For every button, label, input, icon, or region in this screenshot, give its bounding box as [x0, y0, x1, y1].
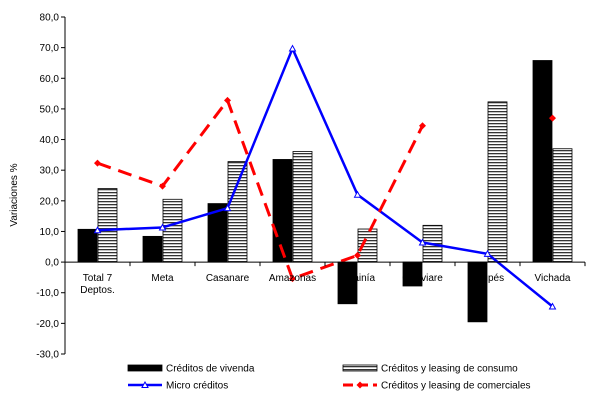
- point-comerciales: [549, 114, 556, 122]
- x-tick-label: Guaviare: [402, 273, 443, 284]
- bar-consumo: [97, 188, 118, 263]
- x-axis: Total 7 Deptos. Meta Casanare Amazonas Guainí…: [80, 273, 571, 296]
- legend-label: Créditos y leasing de consumo: [381, 364, 518, 375]
- series-line-comerciales: [97, 98, 424, 281]
- y-tick-label: 0,0: [45, 258, 59, 269]
- bar-consumo: [552, 148, 573, 263]
- x-tick-label: Vaupés: [471, 273, 504, 284]
- x-tick-label: Meta: [151, 273, 174, 284]
- bar-consumo: [292, 151, 313, 263]
- legend-label: Micro créditos: [166, 381, 228, 392]
- x-tick-label: Vichada: [535, 273, 571, 284]
- point-micro: [483, 249, 492, 257]
- y-tick-label: 40,0: [40, 135, 60, 146]
- point-comerciales: [224, 96, 231, 104]
- point-micro: [353, 190, 362, 198]
- legend-marker: [356, 381, 364, 389]
- x-tick-label: Casanare: [206, 273, 250, 284]
- point-comerciales: [94, 159, 101, 167]
- axes: [64, 17, 586, 354]
- bar-consumo: [487, 101, 508, 263]
- y-axis-title: Variaciones %: [9, 163, 20, 226]
- x-tick-label: Guainía: [340, 273, 375, 284]
- legend-label: Créditos y leasing de comerciales: [381, 381, 531, 392]
- bar-vivienda: [77, 228, 98, 263]
- y-axis: -30,0 -20,0 -10,0 0,0 10,0 20,0 30,0 40,0 50,0 60…: [36, 13, 65, 361]
- y-tick-label: 80,0: [40, 13, 60, 24]
- point-comerciales: [354, 251, 361, 259]
- point-comerciales: [419, 122, 426, 130]
- bar-vivienda: [272, 159, 293, 263]
- legend-label: Créditos de vivenda: [166, 364, 255, 375]
- x-tick-label: Amazonas: [269, 273, 316, 284]
- series-line-micro: [97, 47, 554, 308]
- legend: Créditos de vivenda Créditos y leasing de…: [127, 364, 531, 392]
- bar-consumo: [227, 161, 248, 263]
- x-tick-label: Total 7 Deptos.: [80, 273, 114, 296]
- y-tick-label: 60,0: [40, 74, 60, 85]
- point-micro: [548, 302, 557, 310]
- y-tick-label: 70,0: [40, 43, 60, 54]
- bar-vivienda: [532, 60, 553, 263]
- point-micro: [223, 204, 232, 212]
- point-micro: [158, 223, 167, 231]
- point-micro: [418, 238, 427, 246]
- legend-swatch: [127, 364, 163, 372]
- bar-consumo: [162, 198, 183, 263]
- point-micro: [288, 44, 297, 52]
- y-tick-label: 50,0: [40, 104, 60, 115]
- point-comerciales: [159, 182, 166, 190]
- legend-swatch: [342, 364, 378, 372]
- y-tick-label: -20,0: [36, 319, 59, 330]
- point-comerciales: [289, 275, 296, 283]
- bars: [77, 60, 573, 323]
- y-tick-label: -30,0: [36, 350, 59, 361]
- point-micro: [93, 226, 102, 234]
- y-tick-label: -10,0: [36, 288, 59, 299]
- legend-marker: [141, 380, 149, 388]
- bar-vivienda: [467, 261, 488, 323]
- y-tick-label: 10,0: [40, 227, 60, 238]
- bar-vivienda: [142, 235, 163, 263]
- lines: [93, 44, 557, 310]
- y-tick-label: 20,0: [40, 196, 60, 207]
- y-tick-label: 30,0: [40, 166, 60, 177]
